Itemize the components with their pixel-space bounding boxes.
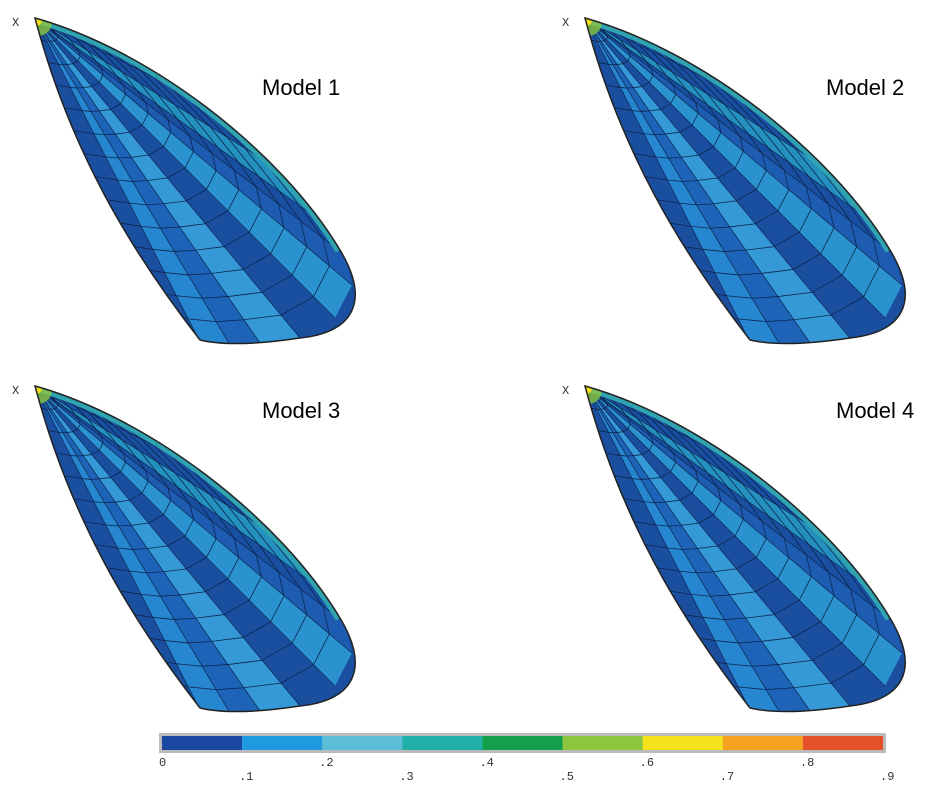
page: X X X X 0 .1 .2 .3 .4 .5 .6 .7 .8 .9 Model 1 Model 2 M… <box>0 0 933 788</box>
panel: X <box>12 376 355 713</box>
panel-title: Model 1 <box>262 75 340 100</box>
colorbar-segment <box>242 736 322 750</box>
colorbar-segment <box>402 736 482 750</box>
colorbar-segment <box>643 736 723 750</box>
colorbar-segment <box>482 736 562 750</box>
colorbar-tick-label: .4 <box>479 756 493 770</box>
colorbar-segment <box>162 736 242 750</box>
panel: X <box>562 8 905 345</box>
panel: X <box>562 376 905 713</box>
colorbar-segment <box>563 736 643 750</box>
colorbar-tick-label: .6 <box>640 756 654 770</box>
colorbar-tick-label: .2 <box>319 756 333 770</box>
model-shape <box>24 376 355 713</box>
model-shape <box>574 8 905 345</box>
colorbar-segment <box>322 736 402 750</box>
panel: X <box>12 8 355 345</box>
colorbar-tick-label: .3 <box>399 770 413 784</box>
colorbar-tick-label: .1 <box>239 770 253 784</box>
colorbar-tick-label: 0 <box>159 756 166 770</box>
model-shape <box>24 8 355 345</box>
colorbar-segment <box>803 736 883 750</box>
colorbar-tick-label: .5 <box>560 770 574 784</box>
colorbar-tick-label: .8 <box>800 756 814 770</box>
colorbar-segment <box>723 736 803 750</box>
figure: X X X X 0 .1 .2 .3 .4 .5 .6 .7 .8 .9 Model 1 Model 2 M… <box>0 0 933 788</box>
axis-label: X <box>12 16 19 30</box>
model-shape <box>574 376 905 713</box>
colorbar: 0 .1 .2 .3 .4 .5 .6 .7 .8 .9 <box>159 733 894 784</box>
panel-title: Model 3 <box>262 398 340 423</box>
colorbar-tick-label: .9 <box>880 770 894 784</box>
axis-label: X <box>12 384 19 398</box>
colorbar-tick-label: .7 <box>720 770 734 784</box>
panel-title: Model 2 <box>826 75 904 100</box>
panel-title: Model 4 <box>836 398 914 423</box>
axis-label: X <box>562 384 569 398</box>
axis-label: X <box>562 16 569 30</box>
